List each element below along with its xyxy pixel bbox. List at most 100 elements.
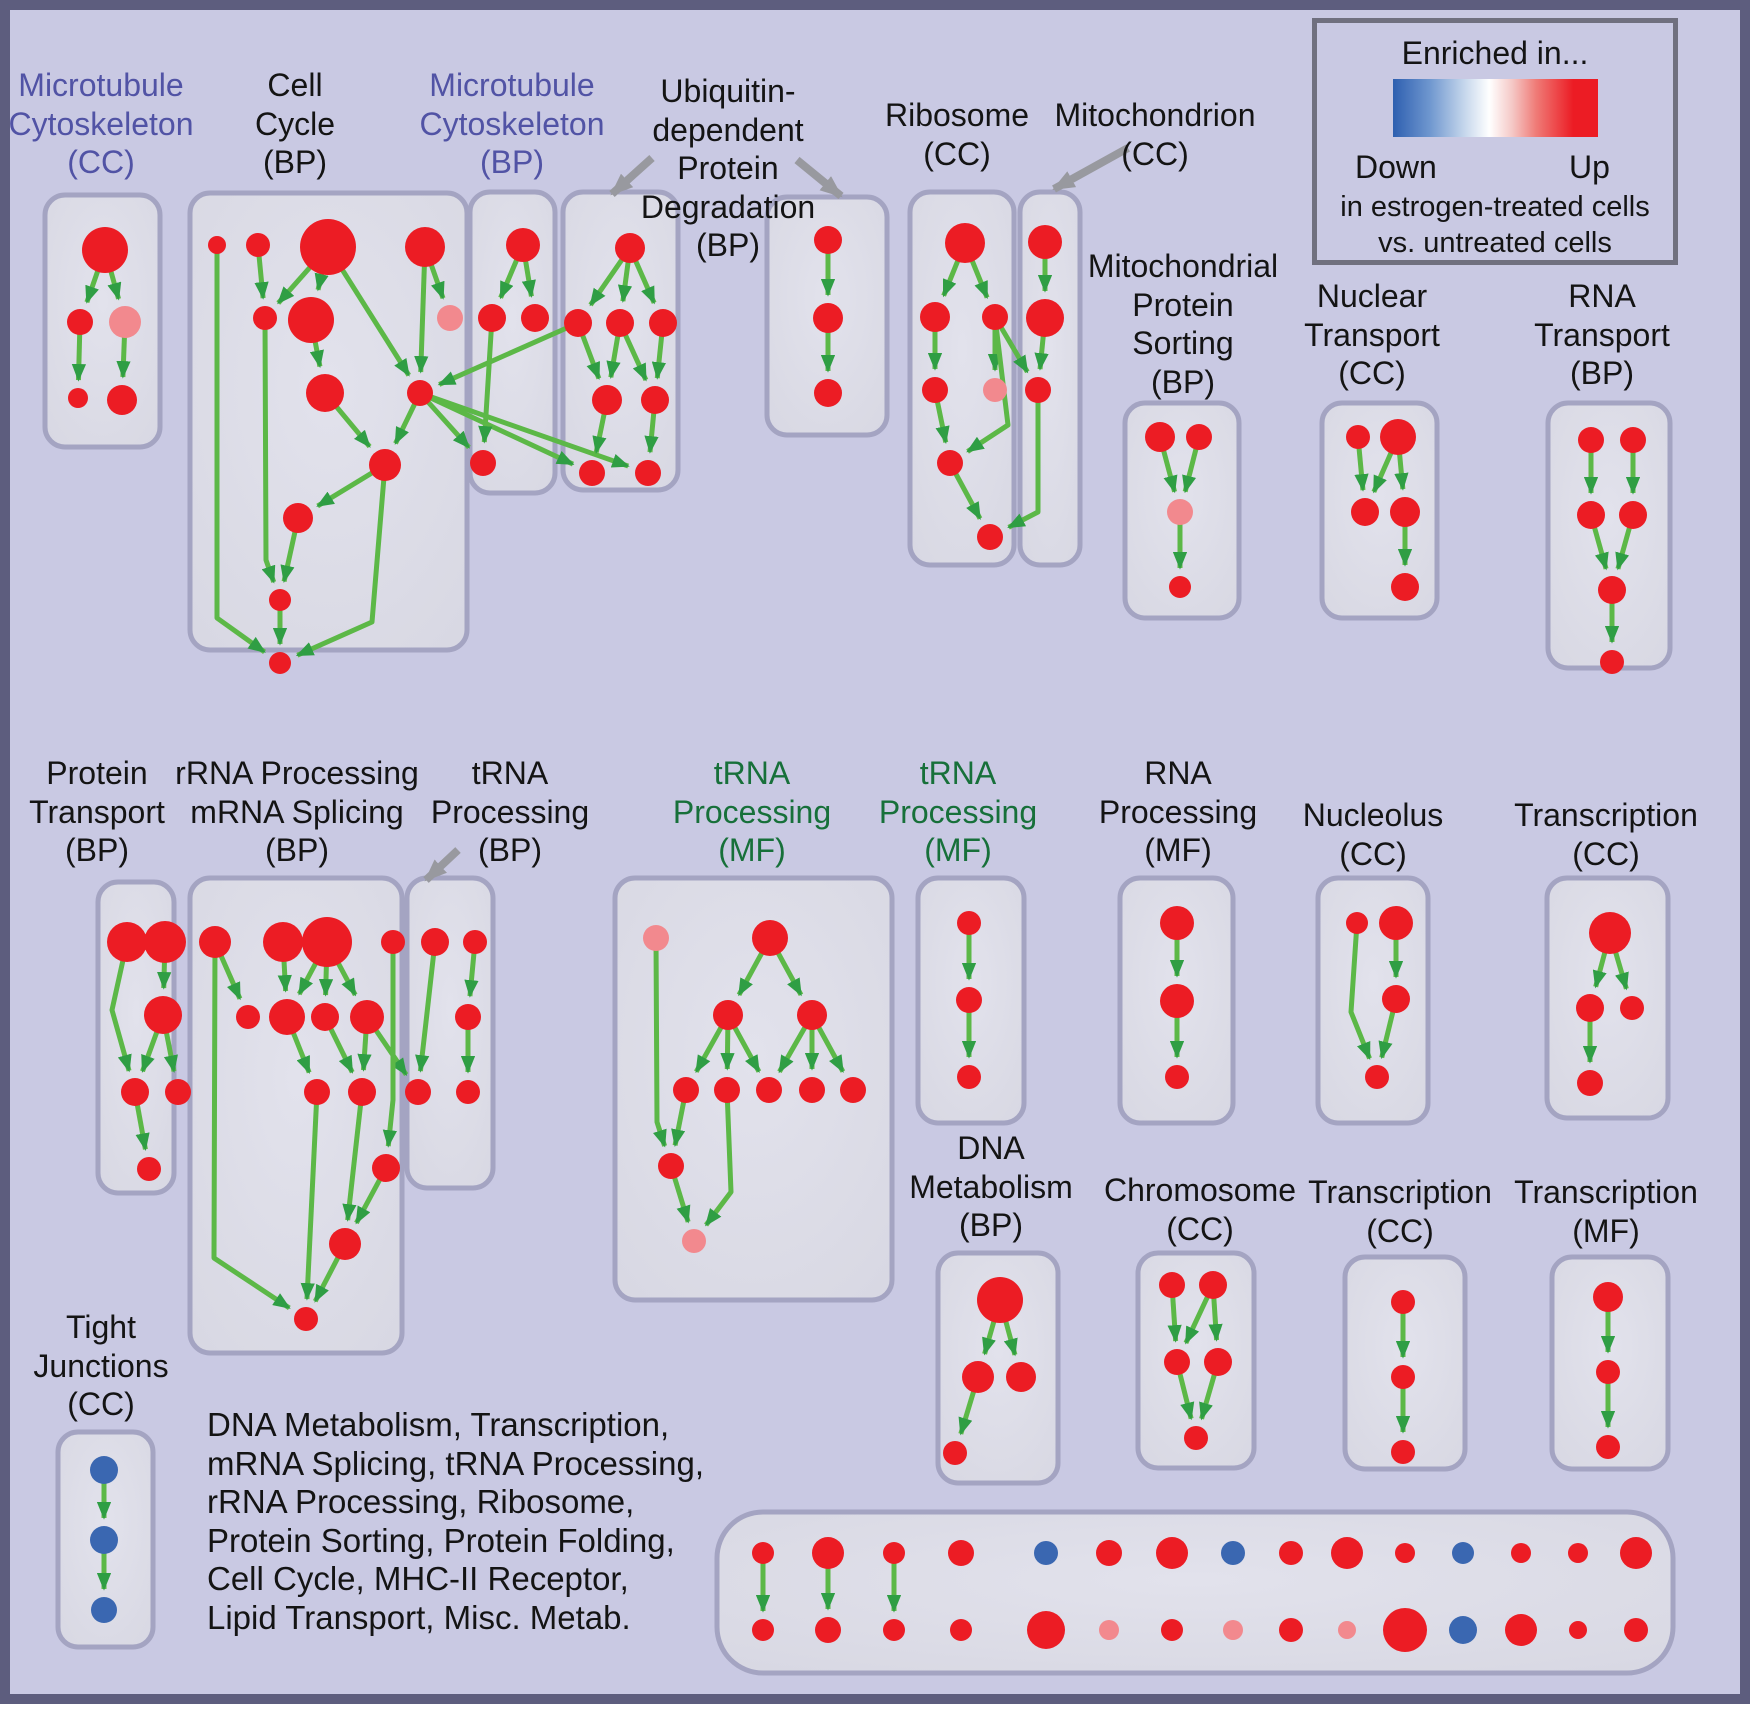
go-term-node-b8 [306,374,344,412]
go-term-node-o3 [957,1065,981,1089]
go-term-node-y3 [883,1619,905,1641]
go-term-node-g2 [1026,299,1064,337]
edge-l4-l11 [382,942,397,1148]
cluster-label-mitochondrion-cc: Mitochondrion (CC) [1054,97,1256,172]
go-term-node-b9 [407,380,433,406]
go-term-node-z15 [1620,1537,1652,1569]
go-term-node-y1 [752,1619,774,1641]
go-term-node-m5 [456,1080,480,1104]
go-term-node-d8 [635,460,661,486]
go-term-node-y14 [1569,1621,1587,1639]
go-term-node-l1 [199,926,231,958]
go-term-node-v3 [1596,1435,1620,1459]
cluster-label-transcription-cc-row3: Transcription (CC) [1308,1174,1492,1249]
edge-l10-l12 [342,1091,365,1222]
cluster-label-transcription-mf: Transcription (MF) [1514,1174,1698,1249]
go-term-node-z2 [812,1537,844,1569]
go-term-node-n9 [840,1077,866,1103]
go-term-node-k6 [137,1157,161,1181]
go-term-node-l9 [304,1079,330,1105]
edge-b1-b13 [214,245,266,654]
go-term-node-d7 [579,460,605,486]
cluster-box-trna-processing-mf-large [612,875,895,1303]
go-term-node-y7 [1161,1619,1183,1641]
edge-b10-b13 [295,464,388,658]
go-term-node-d3 [606,309,634,337]
cluster-box-ribosome-cc [907,189,1017,568]
pointer-to-mitochondrion-box-arrow [1052,144,1130,193]
cluster-label-ribosome-cc: Ribosome (CC) [884,97,1030,172]
cluster-box-rna-transport-bp [1545,400,1673,671]
go-term-node-f1 [945,223,985,263]
go-term-node-n3 [713,1000,743,1030]
go-term-node-s2 [962,1361,994,1393]
go-term-node-j2 [1620,427,1646,453]
go-term-node-f5 [983,378,1007,402]
go-term-node-z11 [1395,1543,1415,1563]
cluster-label-nuclear-transport-cc: Nuclear Transport (CC) [1304,278,1440,391]
go-term-node-y6 [1099,1620,1119,1640]
legend-up-label: Up [1569,149,1610,185]
go-term-node-f3 [982,304,1008,330]
cluster-label-trna-processing-mf-large: tRNA Processing (MF) [672,755,832,868]
go-term-node-j4 [1619,501,1647,529]
go-term-node-h2 [1186,424,1212,450]
go-term-node-b12 [269,589,291,611]
go-term-node-m1 [421,928,449,956]
go-term-node-y11 [1383,1608,1427,1652]
go-term-node-g3 [1025,377,1051,403]
go-term-node-f4 [922,377,948,403]
go-term-node-s4 [943,1441,967,1465]
edge-q1-q4 [1348,922,1372,1060]
pointer-to-trna-bp-box-arrow [423,847,461,883]
go-term-node-q2 [1379,906,1413,940]
cluster-label-trna-processing-mf-small: tRNA Processing (MF) [878,755,1038,868]
go-term-node-b11 [283,503,313,533]
go-term-node-u2 [1391,1365,1415,1389]
go-term-node-l10 [348,1078,376,1106]
go-term-node-z3 [883,1542,905,1564]
edge-m1-m4 [415,941,438,1073]
cluster-box-mitochondrion-cc [1017,189,1083,568]
go-term-node-l11 [372,1154,400,1182]
go-term-node-d4 [649,309,677,337]
legend-subtitle-line2: vs. untreated cells [1378,227,1612,259]
cluster-label-chromosome-cc: Chromosome (CC) [1103,1172,1297,1247]
go-term-node-z14 [1568,1543,1588,1563]
cluster-box-chromosome-cc [1135,1250,1257,1471]
go-term-node-y10 [1338,1621,1356,1639]
legend-subtitle-line1: in estrogen-treated cells [1340,191,1650,223]
go-term-node-t4 [1204,1348,1232,1376]
go-term-node-z5 [1034,1541,1058,1565]
go-term-node-i3 [1351,498,1379,526]
go-term-node-s3 [1006,1362,1036,1392]
go-term-node-t1 [1159,1272,1185,1298]
go-term-node-a5 [107,385,137,415]
go-term-node-k4 [121,1078,149,1106]
go-term-node-m2 [463,930,487,954]
cluster-label-transcription-cc-row2: Transcription (CC) [1514,797,1698,872]
go-term-node-f6 [937,450,963,476]
go-term-node-l7 [311,1003,339,1031]
go-term-node-t5 [1184,1426,1208,1450]
go-term-node-i1 [1346,425,1370,449]
pointer-to-ubiquitin-box-arrow [609,155,655,197]
go-term-node-a4 [68,388,88,408]
go-term-node-n6 [714,1077,740,1103]
go-term-node-q3 [1382,985,1410,1013]
go-term-node-y13 [1505,1614,1537,1646]
go-term-node-e1 [814,226,842,254]
go-term-node-m3 [455,1004,481,1030]
go-term-node-n11 [682,1229,706,1253]
go-term-node-n7 [756,1077,782,1103]
go-term-node-j5 [1598,576,1626,604]
go-term-node-h4 [1169,576,1191,598]
edge-n6-n11 [704,1089,734,1227]
go-term-node-r3 [1620,996,1644,1020]
go-term-node-b10 [369,449,401,481]
go-term-node-a3 [109,306,141,338]
cluster-label-mitochondrial-protein-sorting-bp: Mitochondrial Protein Sorting (BP) [1087,248,1279,400]
go-term-node-a1 [82,227,128,273]
go-term-node-f7 [977,524,1003,550]
